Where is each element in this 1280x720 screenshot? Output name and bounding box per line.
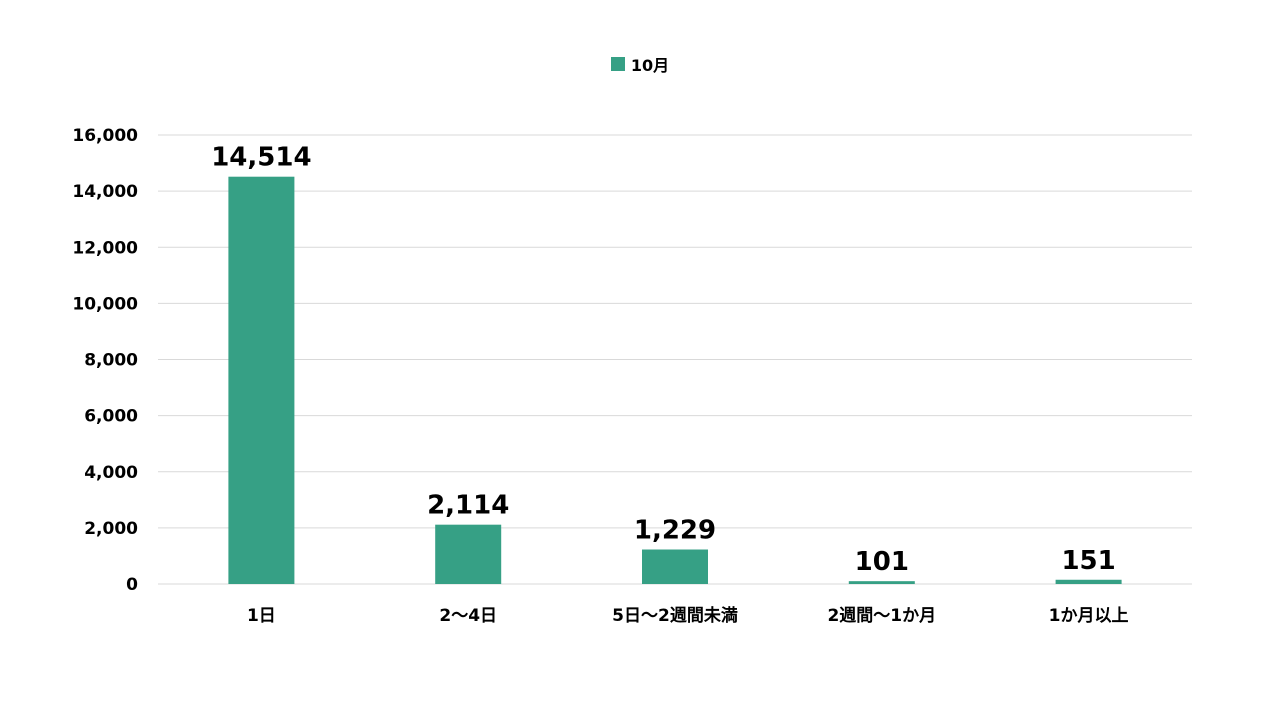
data-label: 2,114 — [427, 491, 509, 521]
bar — [228, 176, 295, 585]
legend-swatch — [610, 57, 625, 71]
chart-legend: 10月 — [0, 52, 1280, 76]
x-tick-label: 2週間～1か月 — [827, 606, 936, 626]
x-tick-label: 5日～2週間未満 — [612, 605, 738, 626]
x-tick-label: 1日 — [247, 606, 276, 626]
y-tick-label: 8,000 — [84, 351, 138, 371]
y-tick-label: 2,000 — [84, 519, 138, 539]
bar — [642, 549, 708, 584]
data-label: 151 — [1061, 546, 1115, 576]
y-tick-label: 10,000 — [72, 294, 138, 314]
bar — [848, 581, 915, 584]
legend-label: 10月 — [630, 56, 670, 75]
y-tick-label: 4,000 — [84, 463, 138, 483]
data-label: 14,514 — [211, 143, 311, 173]
bar — [1055, 579, 1122, 584]
data-labels: 14,514 2,114 1,229 101 151 — [211, 143, 1116, 577]
x-axis-tick-labels: 1日 2～4日 5日～2週間未満 2週間～1か月 1か月以上 — [247, 605, 1129, 626]
data-label: 101 — [855, 547, 909, 577]
bar — [435, 524, 502, 584]
x-tick-label: 2～4日 — [439, 606, 497, 626]
data-label: 1,229 — [634, 516, 716, 546]
y-axis-tick-labels: 0 2,000 4,000 6,000 8,000 10,000 12,000 14,000 1… — [72, 126, 138, 595]
x-tick-label: 1か月以上 — [1049, 606, 1129, 626]
y-tick-label: 0 — [126, 575, 138, 595]
y-tick-label: 14,000 — [72, 182, 138, 202]
bars — [228, 176, 1122, 585]
y-tick-label: 6,000 — [84, 407, 138, 427]
gridlines — [158, 134, 1192, 585]
y-tick-label: 12,000 — [72, 238, 138, 258]
y-tick-label: 16,000 — [72, 126, 138, 146]
